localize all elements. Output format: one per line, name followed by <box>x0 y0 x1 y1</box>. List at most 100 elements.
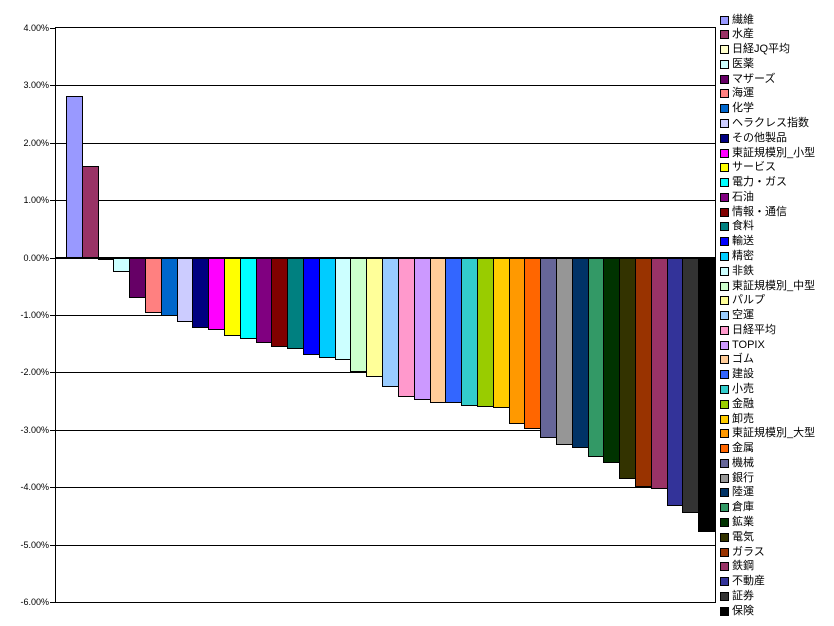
bar[interactable] <box>650 257 668 489</box>
bar[interactable] <box>476 257 494 407</box>
legend-item[interactable]: 化学 <box>720 102 754 116</box>
bar[interactable] <box>113 257 131 272</box>
legend-item[interactable]: TOPIX <box>720 338 765 352</box>
legend-item[interactable]: サービス <box>720 161 776 175</box>
legend-item[interactable]: 金属 <box>720 442 754 456</box>
bar[interactable] <box>303 257 320 355</box>
bar[interactable] <box>81 165 99 258</box>
plot-area <box>55 27 716 603</box>
legend-item[interactable]: 東証規模別_大型 <box>720 427 815 441</box>
legend-item[interactable]: 医薬 <box>720 57 754 71</box>
legend-item[interactable]: 保険 <box>720 604 754 618</box>
legend-item[interactable]: 建設 <box>720 368 754 382</box>
bar[interactable] <box>634 257 652 487</box>
y-tick-label: -1.00% <box>20 310 49 320</box>
legend-label: 証券 <box>732 589 754 602</box>
legend-item[interactable]: マザーズ <box>720 72 775 86</box>
legend-swatch-icon <box>720 385 729 394</box>
bar[interactable] <box>334 257 352 361</box>
bar[interactable] <box>145 257 162 313</box>
bar[interactable] <box>287 257 305 349</box>
bar[interactable] <box>192 257 210 328</box>
bar[interactable] <box>555 257 573 446</box>
bar[interactable] <box>382 257 399 387</box>
legend-item[interactable]: 電力・ガス <box>720 176 787 190</box>
bar[interactable] <box>587 257 605 458</box>
legend-item[interactable]: 金融 <box>720 397 754 411</box>
legend-item[interactable]: 水産 <box>720 28 754 42</box>
bar[interactable] <box>350 257 368 373</box>
legend-item[interactable]: 東証規模別_中型 <box>720 279 815 293</box>
bar[interactable] <box>603 257 621 464</box>
legend-swatch-icon <box>720 281 729 291</box>
legend-item[interactable]: 日経JQ平均 <box>720 43 790 57</box>
legend-item[interactable]: その他製品 <box>720 131 787 145</box>
legend-swatch-icon <box>720 15 729 25</box>
bar[interactable] <box>224 257 241 337</box>
legend-swatch-icon <box>720 444 729 454</box>
legend-item[interactable]: 繊維 <box>720 13 754 27</box>
bar[interactable] <box>255 257 273 343</box>
legend-item[interactable]: ゴム <box>720 353 754 367</box>
bar[interactable] <box>208 257 226 331</box>
legend-item[interactable]: 証券 <box>720 589 754 603</box>
bar[interactable] <box>429 257 447 403</box>
legend-item[interactable]: 非鉄 <box>720 264 754 278</box>
legend-item[interactable]: 東証規模別_小型 <box>720 146 815 160</box>
legend-swatch-icon <box>720 325 729 335</box>
legend-item[interactable]: 情報・通信 <box>720 205 787 219</box>
legend-item[interactable]: パルプ <box>720 294 765 308</box>
legend-label: パルプ <box>732 294 765 307</box>
legend-label: サービス <box>732 161 776 174</box>
legend-item[interactable]: 陸運 <box>720 486 754 500</box>
bar[interactable] <box>524 257 542 429</box>
legend-item[interactable]: 石油 <box>720 190 754 204</box>
bar[interactable] <box>318 257 336 359</box>
bar[interactable] <box>397 257 415 397</box>
bar[interactable] <box>160 257 178 317</box>
bar[interactable] <box>239 257 257 340</box>
bar[interactable] <box>508 257 526 425</box>
legend-item[interactable]: 空運 <box>720 309 754 323</box>
y-tick-mark <box>50 315 55 316</box>
legend-item[interactable]: 鉱業 <box>720 516 754 530</box>
legend-item[interactable]: 電気 <box>720 530 754 544</box>
legend-item[interactable]: ガラス <box>720 545 765 559</box>
bar[interactable] <box>698 257 715 532</box>
legend-label: 化学 <box>732 102 754 115</box>
bar[interactable] <box>366 257 384 377</box>
legend-item[interactable]: 鉄鋼 <box>720 560 754 574</box>
legend-item[interactable]: 銀行 <box>720 471 754 485</box>
bar[interactable] <box>666 257 684 506</box>
bar[interactable] <box>682 257 700 514</box>
legend-item[interactable]: 不動産 <box>720 575 765 589</box>
legend-item[interactable]: 倉庫 <box>720 501 754 515</box>
bar[interactable] <box>540 257 557 439</box>
legend-item[interactable]: 輸送 <box>720 235 754 249</box>
bar[interactable] <box>619 257 636 480</box>
legend-item[interactable]: 機械 <box>720 456 754 470</box>
legend-swatch-icon <box>720 606 729 616</box>
legend-label: 東証規模別_小型 <box>732 146 816 159</box>
legend-label: 金融 <box>732 397 754 410</box>
bar[interactable] <box>176 257 194 322</box>
y-tick-label: 0.00% <box>23 252 49 263</box>
legend-item[interactable]: 精密 <box>720 249 754 263</box>
bar[interactable] <box>413 257 431 400</box>
legend-swatch-icon <box>720 473 729 483</box>
legend-item[interactable]: 卸売 <box>720 412 754 426</box>
bar[interactable] <box>571 257 589 448</box>
bar[interactable] <box>66 95 83 258</box>
bar[interactable] <box>97 257 115 261</box>
legend-item[interactable]: 海運 <box>720 87 754 101</box>
bar[interactable] <box>461 257 478 406</box>
legend-label: 石油 <box>732 190 754 203</box>
bar[interactable] <box>271 257 289 347</box>
legend-item[interactable]: 小売 <box>720 383 754 397</box>
bar[interactable] <box>445 257 463 404</box>
legend-item[interactable]: ヘラクレス指数 <box>720 116 809 130</box>
legend-item[interactable]: 食料 <box>720 220 754 234</box>
legend-item[interactable]: 日経平均 <box>720 323 776 337</box>
bar[interactable] <box>129 257 147 298</box>
bar[interactable] <box>492 257 510 408</box>
